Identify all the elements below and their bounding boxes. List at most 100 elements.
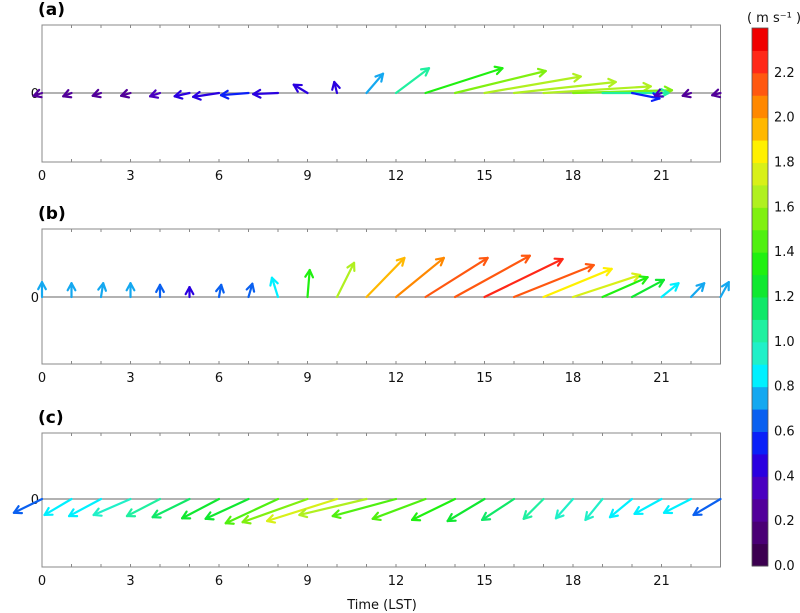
- wind-vector: [181, 497, 221, 520]
- wind-vector: [653, 88, 664, 98]
- vector-shaft: [219, 91, 250, 97]
- wind-vector: [660, 282, 680, 299]
- colorbar-bin: [752, 409, 768, 432]
- vector-shaft: [584, 497, 604, 522]
- zero-label: 0: [31, 291, 39, 306]
- arrowhead: [584, 263, 595, 267]
- x-tick-label: 0: [38, 574, 46, 589]
- x-tick-label: 9: [303, 574, 311, 589]
- colorbar-bin: [752, 117, 768, 141]
- wind-vector: [633, 497, 663, 515]
- x-tick-label: 21: [653, 371, 670, 386]
- colorbar-tick-label: 0.0: [774, 559, 795, 574]
- wind-vector: [292, 83, 309, 95]
- arrowhead: [481, 518, 492, 522]
- zero-label: 0: [31, 493, 39, 508]
- vector-shaft: [630, 278, 666, 299]
- wind-vector: [219, 89, 250, 100]
- wind-vector: [630, 278, 666, 299]
- wind-vector: [192, 90, 221, 101]
- arrowhead: [587, 264, 595, 273]
- vector-shaft: [125, 497, 162, 518]
- vector-shaft: [12, 497, 44, 514]
- vector-shaft: [92, 497, 132, 517]
- arrowhead: [607, 77, 617, 84]
- wind-vector: [245, 282, 256, 299]
- arrowhead: [173, 95, 184, 100]
- arrowhead: [371, 511, 380, 520]
- vector-shaft: [522, 497, 545, 520]
- wind-vector: [91, 88, 103, 99]
- arrowhead: [681, 88, 690, 97]
- arrowhead: [658, 278, 666, 288]
- arrowhead: [411, 512, 418, 522]
- wind-vector: [173, 89, 191, 100]
- x-tick-label: 3: [126, 574, 134, 589]
- vector-shaft: [306, 268, 311, 299]
- arrowhead: [653, 88, 662, 97]
- vector-shaft: [571, 89, 674, 95]
- wind-vector: [204, 497, 250, 521]
- colorbar-tick-label: 0.6: [774, 425, 795, 440]
- arrowhead: [701, 282, 706, 293]
- arrowhead: [660, 88, 670, 95]
- arrowhead: [91, 88, 100, 97]
- arrowhead: [149, 89, 157, 98]
- vector-shaft: [483, 257, 564, 299]
- vector-shaft: [292, 83, 309, 95]
- vector-shaft: [446, 497, 486, 523]
- colorbar-bin: [752, 297, 768, 320]
- arrowhead: [252, 92, 262, 99]
- arrowhead: [251, 282, 256, 293]
- arrowhead: [401, 256, 406, 267]
- x-tick-label: 0: [38, 169, 46, 184]
- arrowhead: [608, 508, 615, 519]
- arrowhead: [120, 88, 128, 97]
- wind-vector: [184, 286, 195, 299]
- arrowhead: [220, 283, 225, 294]
- vector-shaft: [99, 282, 105, 299]
- arrowhead: [573, 75, 582, 83]
- colorbar-tick-label: 2.2: [774, 66, 795, 81]
- arrowhead: [37, 281, 44, 291]
- arrowhead: [188, 286, 195, 296]
- arrowhead: [67, 508, 75, 518]
- colorbar-bin: [752, 476, 768, 500]
- arrowhead: [129, 282, 136, 292]
- arrowhead: [66, 282, 73, 292]
- vector-shaft: [483, 75, 582, 95]
- colorbar-bin: [752, 162, 768, 186]
- vector-shaft: [689, 282, 706, 299]
- wind-vector: [252, 88, 280, 99]
- vector-shaft: [335, 261, 356, 299]
- xaxis-title: Time (LST): [346, 598, 417, 613]
- colorbar-bin: [752, 453, 768, 477]
- arrowhead: [245, 282, 254, 291]
- wind-vector: [215, 283, 225, 299]
- vector-shaft: [542, 85, 652, 95]
- colorbar-bin: [752, 319, 768, 343]
- wind-vector: [483, 72, 582, 95]
- arrowhead: [298, 513, 309, 519]
- wind-vector: [719, 281, 730, 299]
- arrowhead: [331, 514, 342, 520]
- arrowhead: [32, 94, 43, 99]
- x-tick-label: 9: [303, 169, 311, 184]
- x-tick-label: 6: [215, 169, 223, 184]
- vector-shaft: [43, 497, 73, 517]
- wind-vector: [481, 497, 516, 522]
- colorbar-bin: [752, 341, 768, 365]
- wind-vector: [371, 497, 427, 522]
- vector-shaft: [608, 497, 634, 519]
- x-tick-label: 6: [215, 371, 223, 386]
- arrowhead: [269, 276, 274, 287]
- wind-vector: [37, 281, 47, 299]
- arrowhead: [184, 286, 191, 296]
- arrowhead: [419, 67, 431, 71]
- arrowhead: [91, 94, 102, 99]
- panel-b: (b) 0 0 3 6 9 12 15 18 21: [31, 204, 730, 386]
- arrowhead: [151, 509, 159, 519]
- colorbar-bin: [752, 498, 768, 522]
- vector-shaft: [266, 497, 339, 523]
- wind-vector: [394, 67, 431, 95]
